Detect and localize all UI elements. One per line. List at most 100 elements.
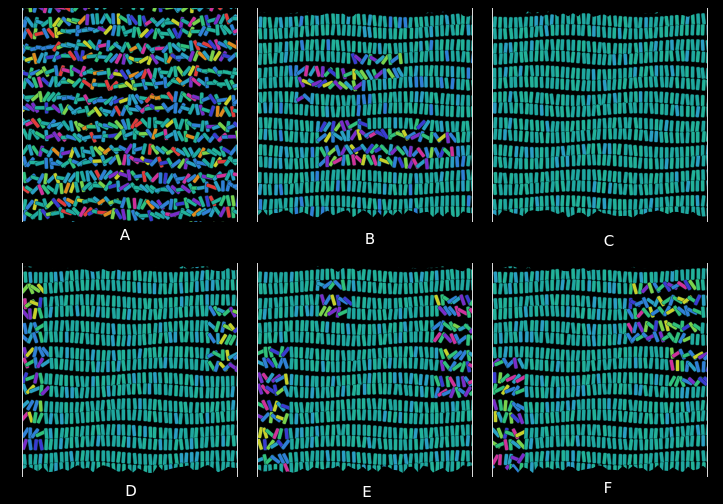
particle-rod bbox=[90, 278, 96, 291]
particle-rod bbox=[89, 145, 96, 158]
particle-rod bbox=[627, 116, 633, 129]
particle-rod bbox=[101, 385, 107, 398]
particle-rod bbox=[569, 120, 576, 133]
particle-rod bbox=[210, 435, 215, 448]
particle-rod bbox=[674, 92, 680, 105]
particle-rod bbox=[617, 27, 622, 40]
particle-rod bbox=[142, 323, 147, 336]
particle-rod bbox=[544, 401, 550, 414]
particle-rod bbox=[700, 67, 706, 80]
particle-rod bbox=[188, 386, 194, 399]
particle-rod bbox=[524, 157, 529, 170]
particle-rod bbox=[189, 374, 195, 387]
particle-rod bbox=[189, 427, 195, 440]
particle-rod bbox=[293, 451, 299, 464]
particle-rod bbox=[539, 39, 545, 52]
particle-rod bbox=[294, 295, 299, 308]
particle-rod bbox=[602, 408, 608, 421]
particle-rod bbox=[549, 386, 555, 399]
particle-rod bbox=[173, 271, 178, 284]
particle-rod bbox=[560, 120, 566, 133]
particle-rod bbox=[611, 437, 617, 450]
particle-rod bbox=[550, 348, 555, 361]
particle-rod bbox=[663, 131, 669, 144]
particle-rod bbox=[460, 449, 466, 462]
particle-rod bbox=[126, 348, 132, 361]
particle-rod bbox=[367, 169, 372, 182]
particle-rod bbox=[529, 412, 535, 425]
particle-rod bbox=[299, 412, 305, 425]
particle-rod bbox=[157, 282, 163, 295]
particle-rod bbox=[166, 27, 176, 40]
particle-rod bbox=[294, 146, 300, 159]
particle-rod bbox=[299, 146, 305, 159]
particle-rod bbox=[351, 398, 356, 411]
particle-rod bbox=[550, 279, 555, 292]
particle-rod bbox=[299, 319, 305, 332]
particle-rod bbox=[80, 304, 86, 317]
particle-rod bbox=[340, 39, 346, 52]
particle-rod bbox=[284, 146, 290, 159]
particle-rod bbox=[167, 282, 174, 295]
particle-rod bbox=[33, 271, 38, 284]
particle-rod bbox=[387, 91, 394, 104]
particle-rod bbox=[166, 66, 175, 79]
particle-rod bbox=[365, 154, 374, 166]
particle-rod bbox=[529, 157, 534, 170]
particle-rod bbox=[550, 65, 556, 78]
particle-rod bbox=[403, 412, 408, 425]
particle-rod bbox=[273, 66, 279, 79]
particle-rod bbox=[189, 346, 194, 359]
particle-rod bbox=[460, 78, 466, 91]
particle-rod bbox=[580, 94, 586, 107]
particle-rod bbox=[544, 146, 549, 159]
particle-rod bbox=[643, 183, 649, 196]
particle-rod bbox=[310, 146, 315, 159]
particle-rod bbox=[518, 118, 524, 131]
particle-rod bbox=[209, 375, 215, 388]
particle-rod bbox=[335, 168, 341, 181]
particle-rod bbox=[284, 157, 290, 170]
particle-rod bbox=[675, 195, 680, 208]
particle-rod bbox=[449, 449, 455, 462]
particle-rod bbox=[43, 282, 48, 295]
particle-rod bbox=[310, 411, 315, 424]
particle-rod bbox=[322, 280, 334, 290]
particle-rod bbox=[602, 323, 607, 336]
particle-rod bbox=[445, 65, 450, 78]
particle-rod bbox=[575, 79, 581, 92]
particle-rod bbox=[403, 453, 409, 466]
particle-rod bbox=[641, 296, 650, 309]
particle-rod bbox=[59, 412, 64, 425]
particle-rod bbox=[633, 52, 639, 65]
particle-rod bbox=[43, 320, 48, 333]
particle-rod bbox=[529, 50, 534, 63]
particle-rod bbox=[157, 411, 163, 424]
particle-rod bbox=[643, 65, 649, 78]
particle-rod bbox=[590, 359, 597, 372]
particle-rod bbox=[689, 424, 695, 437]
particle-rod bbox=[84, 386, 90, 399]
particle-rod bbox=[262, 282, 268, 295]
particle-rod bbox=[612, 333, 617, 346]
particle-rod bbox=[116, 279, 122, 292]
particle-rod bbox=[325, 155, 330, 168]
particle-rod bbox=[124, 143, 134, 155]
particle-rod bbox=[565, 349, 571, 362]
particle-rod bbox=[228, 8, 238, 10]
particle-rod bbox=[131, 372, 137, 385]
particle-rod bbox=[142, 282, 147, 295]
particle-rod bbox=[493, 271, 499, 284]
particle-rod bbox=[559, 375, 566, 388]
particle-rod bbox=[502, 128, 508, 141]
particle-rod bbox=[455, 131, 461, 144]
particle-rod bbox=[325, 410, 331, 423]
particle-rod bbox=[596, 359, 602, 372]
particle-rod bbox=[288, 40, 294, 53]
particle-rod bbox=[497, 172, 503, 185]
particle-rod bbox=[209, 156, 216, 169]
particle-rod bbox=[366, 103, 372, 116]
particle-rod bbox=[648, 51, 654, 64]
particle-rod bbox=[398, 307, 403, 320]
particle-rod bbox=[335, 385, 341, 398]
